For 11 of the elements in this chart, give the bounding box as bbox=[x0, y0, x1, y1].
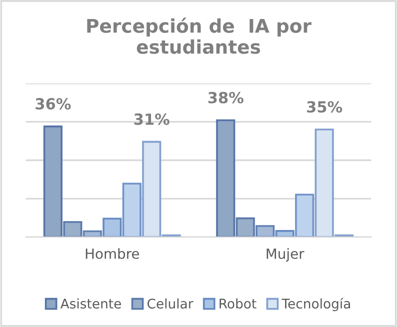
x-tick-label: Mujer bbox=[266, 248, 304, 262]
data-label: 38% bbox=[208, 92, 244, 104]
legend-label: Asistente bbox=[60, 298, 121, 309]
legend-label: Celular bbox=[148, 298, 194, 309]
data-label: 36% bbox=[36, 98, 71, 110]
chart-title: Percepción de IA por estudiantes bbox=[87, 18, 312, 54]
legend-label: Robot bbox=[220, 298, 256, 309]
legend-label: Tecnología bbox=[282, 298, 350, 312]
x-tick-label: Hombre bbox=[86, 248, 140, 259]
data-label: 31% bbox=[134, 113, 170, 125]
data-label: 35% bbox=[307, 101, 342, 113]
